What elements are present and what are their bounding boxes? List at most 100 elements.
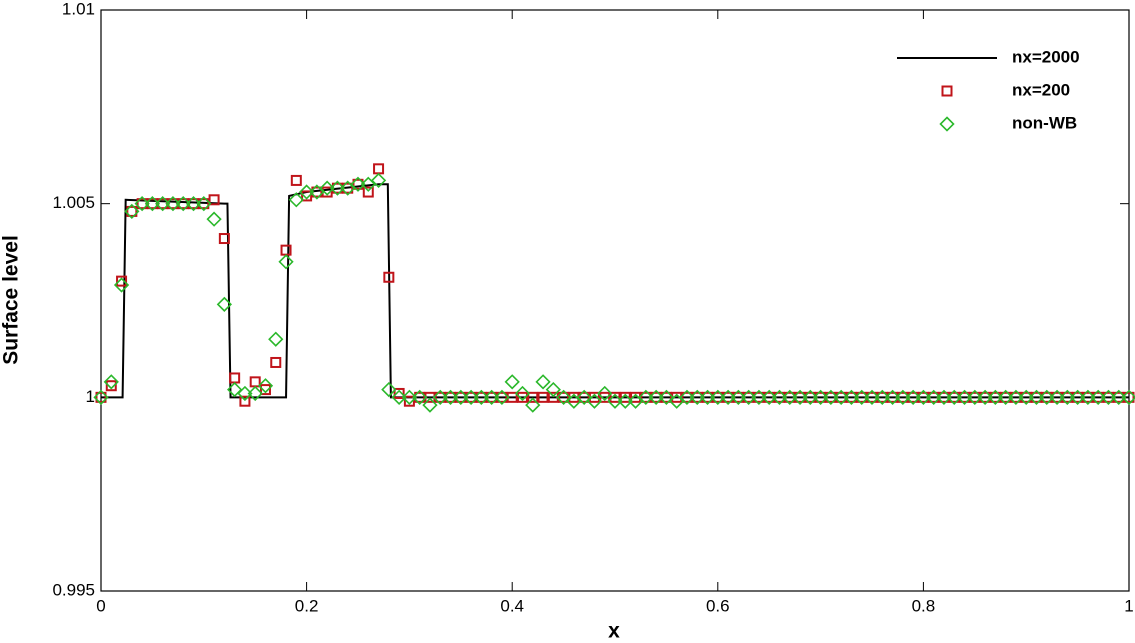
diamond-marker (566, 393, 582, 409)
diamond-marker (771, 389, 788, 405)
diamond-marker (1049, 389, 1065, 405)
square-marker (558, 391, 570, 403)
legend-label: non-WB (1012, 113, 1077, 132)
diamond-marker (453, 389, 469, 405)
diamond-marker (1059, 389, 1075, 405)
diamond-marker (535, 374, 551, 390)
legend-label: nx=2000 (1012, 47, 1080, 66)
diamond-marker (1111, 389, 1127, 405)
y-tick-label: 1 (86, 387, 95, 406)
diamond-marker (360, 176, 376, 192)
square-marker (619, 391, 631, 403)
y-tick-label: 1.01 (62, 0, 95, 18)
x-tick-label: 0 (96, 596, 105, 615)
x-tick-label: 1 (1124, 596, 1133, 615)
square-marker (290, 174, 302, 186)
diamond-marker (607, 393, 623, 409)
diamond-marker (525, 397, 541, 413)
diamond-marker (597, 385, 613, 402)
diamond-marker (812, 389, 829, 405)
diamond-marker (792, 389, 808, 405)
diamond-marker (1100, 389, 1117, 405)
x-axis-label: x (608, 620, 620, 643)
diamond-marker (319, 180, 335, 196)
diamond-marker (432, 389, 448, 405)
square-marker (116, 275, 128, 287)
diamond-marker (227, 381, 243, 398)
diamond-marker (782, 389, 798, 405)
line-series (101, 183, 1129, 399)
square-marker (126, 205, 138, 217)
diamond-marker (545, 381, 561, 398)
x-tick-label: 0.6 (706, 596, 730, 615)
diamond-marker (504, 374, 520, 390)
diamond-marker (216, 296, 232, 313)
diamond-marker (124, 203, 140, 220)
diamond-marker (658, 389, 675, 405)
y-tick-label: 0.995 (52, 580, 95, 599)
diamond-marker (823, 389, 839, 405)
legend-label: nx=200 (1012, 80, 1070, 99)
x-tick-label: 0.2 (295, 596, 319, 615)
diamond-marker (175, 196, 191, 212)
square-marker (208, 194, 220, 206)
square-marker (229, 372, 241, 384)
diamond-marker (915, 389, 932, 405)
diamond-marker (741, 389, 757, 405)
diamond-marker (576, 389, 592, 405)
diamond-marker (514, 385, 531, 402)
diamond-marker (884, 389, 901, 405)
diamond-marker (802, 389, 818, 405)
y-axis-label: Surface level (0, 235, 23, 365)
diamond-marker (484, 389, 500, 405)
diamond-marker (679, 389, 695, 405)
diamond-marker (586, 393, 603, 409)
diamond-marker (165, 196, 181, 212)
diamond-marker (412, 389, 428, 405)
square-marker (373, 163, 385, 175)
legend-marker (939, 116, 955, 132)
square-marker (383, 271, 395, 283)
diamond-marker (268, 331, 284, 347)
diamond-marker (1080, 389, 1096, 405)
diamond-marker (298, 184, 315, 200)
diamond-marker (730, 389, 746, 405)
diamond-marker (1069, 389, 1086, 405)
diamond-marker (720, 389, 736, 405)
diamond-marker (936, 389, 952, 405)
square-marker (609, 391, 621, 403)
square-marker (403, 395, 415, 407)
diamond-marker (699, 389, 716, 405)
diamond-marker (617, 393, 633, 409)
diamond-marker (946, 389, 962, 405)
diamond-marker (638, 389, 654, 405)
diamond-marker (494, 389, 510, 405)
diamond-marker (442, 389, 459, 405)
diamond-marker (401, 389, 418, 405)
square-marker (249, 376, 261, 388)
diamond-marker (977, 389, 993, 405)
square-marker (105, 380, 117, 392)
square-marker (259, 384, 271, 396)
diamond-marker (627, 393, 644, 409)
diamond-marker (555, 389, 572, 405)
diamond-marker (761, 389, 777, 405)
square-marker (270, 356, 282, 368)
plot-frame (100, 9, 1130, 592)
diamond-marker (1090, 389, 1106, 405)
diamond-marker (1028, 389, 1045, 405)
diamond-marker (196, 196, 212, 212)
x-tick-label: 0.8 (912, 596, 936, 615)
diamond-marker (257, 378, 274, 394)
diamond-marker (134, 196, 150, 212)
diamond-marker (710, 389, 726, 405)
square-marker (95, 391, 107, 403)
diamond-marker (843, 389, 860, 405)
diamond-marker (1008, 389, 1024, 405)
diamond-marker (370, 172, 387, 189)
diamond-marker (381, 381, 397, 398)
diamond-marker (1121, 389, 1135, 405)
diamond-marker (926, 389, 942, 405)
diamond-marker (967, 389, 983, 405)
